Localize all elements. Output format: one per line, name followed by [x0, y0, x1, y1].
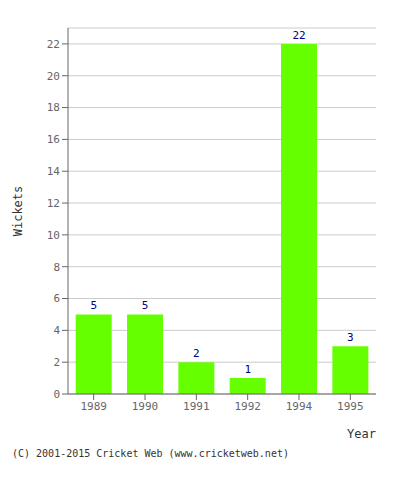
- svg-text:14: 14: [47, 165, 61, 178]
- svg-text:Year: Year: [347, 427, 376, 441]
- svg-text:2: 2: [193, 347, 200, 360]
- svg-text:1991: 1991: [183, 400, 210, 413]
- svg-text:1992: 1992: [234, 400, 261, 413]
- svg-text:4: 4: [53, 324, 60, 337]
- svg-text:20: 20: [47, 70, 60, 83]
- svg-text:8: 8: [53, 261, 60, 274]
- svg-text:18: 18: [47, 101, 60, 114]
- svg-text:1994: 1994: [286, 400, 313, 413]
- svg-text:1: 1: [244, 363, 251, 376]
- svg-text:3: 3: [347, 331, 354, 344]
- svg-text:5: 5: [90, 299, 97, 312]
- svg-text:1989: 1989: [80, 400, 107, 413]
- svg-text:10: 10: [47, 229, 60, 242]
- svg-text:2: 2: [53, 356, 60, 369]
- svg-text:6: 6: [53, 292, 60, 305]
- svg-text:5: 5: [142, 299, 149, 312]
- svg-text:1995: 1995: [337, 400, 364, 413]
- svg-text:1990: 1990: [132, 400, 159, 413]
- html-text:(C) 2001-2015 Cricket Web (www: (C) 2001-2015 Cricket Web (www.cricketwe…: [12, 448, 289, 459]
- svg-text:22: 22: [292, 29, 305, 42]
- svg-text:16: 16: [47, 133, 60, 146]
- svg-text:12: 12: [47, 197, 60, 210]
- svg-text:0: 0: [53, 388, 60, 401]
- svg-text:22: 22: [47, 38, 60, 51]
- svg-text:Wickets: Wickets: [11, 186, 25, 237]
